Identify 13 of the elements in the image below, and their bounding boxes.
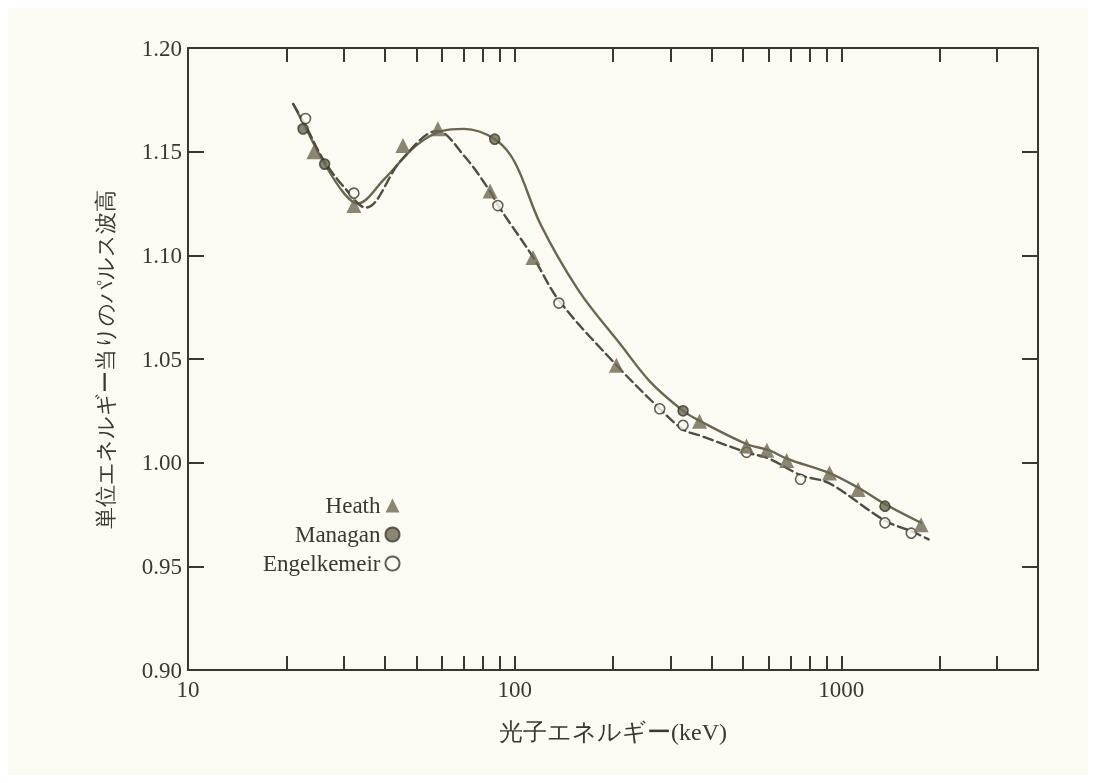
y-tick-label: 1.15 bbox=[141, 139, 182, 165]
legend-label: Managan bbox=[294, 522, 381, 547]
y-tick-label: 1.20 bbox=[141, 35, 182, 61]
x-tick-label: 100 bbox=[497, 677, 532, 702]
y-axis-title: 単位エネルギー当りのパルス波高 bbox=[92, 189, 118, 529]
y-tick-label: 1.00 bbox=[141, 450, 182, 476]
legend-label: Heath bbox=[325, 493, 381, 518]
y-tick-label: 1.10 bbox=[141, 242, 182, 268]
x-axis-title: 光子エネルギー(keV) bbox=[499, 719, 727, 745]
x-tick-label: 1000 bbox=[818, 677, 865, 702]
legend-label: Engelkemeir bbox=[262, 551, 381, 576]
y-tick-label: 0.95 bbox=[141, 553, 182, 579]
y-tick-label: 1.05 bbox=[141, 346, 182, 372]
